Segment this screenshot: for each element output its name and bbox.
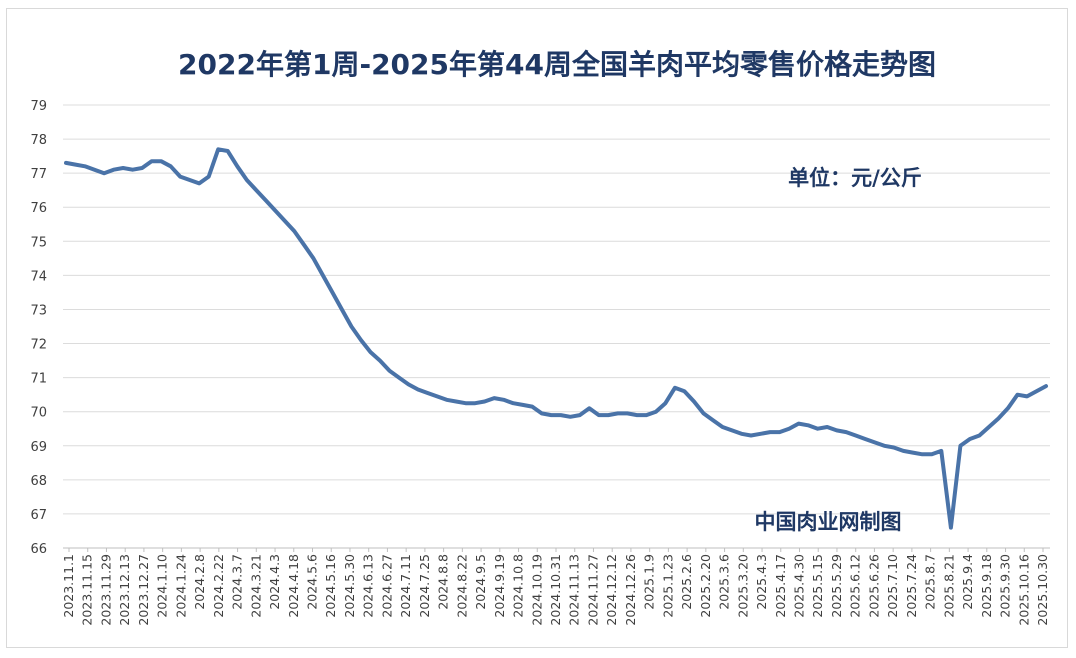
x-tick-label: 2025.3.20 bbox=[735, 554, 750, 618]
x-tick-label: 2025.1.23 bbox=[660, 554, 675, 618]
x-tick-label: 2025.1.9 bbox=[642, 554, 657, 610]
grid-lines bbox=[63, 104, 1050, 549]
x-tick-label: 2023.11.29 bbox=[98, 554, 113, 626]
x-tick-label: 2024.8.8 bbox=[436, 554, 451, 610]
chart-title: 2022年第1周-2025年第44周全国羊肉平均零售价格走势图 bbox=[178, 48, 936, 81]
x-tick-label: 2024.11.13 bbox=[567, 554, 582, 626]
x-tick-label: 2025.2.20 bbox=[698, 554, 713, 618]
x-tick-label: 2024.7.11 bbox=[398, 554, 413, 618]
y-tick-label: 74 bbox=[30, 269, 47, 284]
x-tick-label: 2025.10.30 bbox=[1035, 554, 1050, 626]
y-tick-label: 78 bbox=[30, 133, 47, 148]
x-tick-label: 2023.11.15 bbox=[80, 554, 95, 626]
x-tick-label: 2024.3.21 bbox=[248, 554, 263, 618]
x-tick-label: 2025.6.12 bbox=[848, 554, 863, 618]
x-tick-label: 2025.3.6 bbox=[717, 554, 732, 610]
x-tick-label: 2025.8.21 bbox=[941, 554, 956, 618]
x-tick-label: 2024.8.22 bbox=[454, 554, 469, 618]
watermark-label: 中国肉业网制图 bbox=[755, 510, 902, 534]
x-tick-label: 2024.9.19 bbox=[492, 554, 507, 618]
x-tick-label: 2025.6.26 bbox=[866, 554, 881, 618]
x-tick-label: 2025.4.30 bbox=[792, 554, 807, 618]
x-tick-label: 2024.12.26 bbox=[623, 554, 638, 626]
x-tick-label: 2024.4.18 bbox=[286, 554, 301, 618]
x-tick-label: 2024.11.27 bbox=[585, 554, 600, 626]
y-tick-label: 66 bbox=[30, 542, 47, 557]
x-tick-label: 2024.10.31 bbox=[548, 554, 563, 626]
x-tick-label: 2024.7.25 bbox=[417, 554, 432, 618]
y-tick-label: 68 bbox=[30, 474, 47, 489]
series-price-line bbox=[64, 147, 1048, 530]
y-tick-label: 73 bbox=[30, 303, 47, 318]
x-tick-label: 2025.4.3 bbox=[754, 554, 769, 610]
y-tick-label: 76 bbox=[30, 201, 47, 216]
y-tick-label: 72 bbox=[30, 338, 47, 353]
x-tick-label: 2024.12.12 bbox=[604, 554, 619, 626]
y-axis: 66 67 68 69 70 71 72 73 74 75 76 77 78 79 bbox=[30, 99, 47, 557]
y-tick-label: 67 bbox=[30, 508, 47, 523]
x-tick-label: 2024.6.27 bbox=[379, 554, 394, 618]
x-tick-label: 2024.2.8 bbox=[192, 554, 207, 610]
y-tick-label: 75 bbox=[30, 235, 47, 250]
unit-label: 单位：元/公斤 bbox=[788, 166, 922, 190]
x-tick-label: 2024.4.3 bbox=[267, 554, 282, 610]
x-tick-label: 2024.6.13 bbox=[361, 554, 376, 618]
y-tick-label: 77 bbox=[30, 167, 47, 182]
x-tick-label: 2025.4.17 bbox=[773, 554, 788, 618]
x-axis: 2023.11.1 2023.11.15 2023.11.29 2023.12.13 2… bbox=[61, 548, 1050, 626]
x-tick-label: 2024.1.24 bbox=[173, 554, 188, 618]
x-tick-label: 2024.10.19 bbox=[529, 554, 544, 626]
x-tick-label: 2025.9.30 bbox=[998, 554, 1013, 618]
x-tick-label: 2025.2.6 bbox=[679, 554, 694, 610]
x-tick-label: 2024.2.22 bbox=[211, 554, 226, 618]
x-tick-label: 2025.7.10 bbox=[885, 554, 900, 618]
x-tick-label: 2024.5.16 bbox=[323, 554, 338, 618]
x-tick-label: 2024.1.10 bbox=[155, 554, 170, 618]
x-tick-label: 2025.10.16 bbox=[1016, 554, 1031, 626]
x-tick-label: 2024.10.8 bbox=[511, 554, 526, 618]
x-tick-label: 2024.3.7 bbox=[230, 554, 245, 610]
x-tick-label: 2023.12.27 bbox=[136, 554, 151, 626]
y-tick-label: 69 bbox=[30, 440, 47, 455]
y-tick-label: 71 bbox=[30, 372, 47, 387]
y-tick-label: 70 bbox=[30, 406, 47, 421]
x-tick-label: 2023.12.13 bbox=[117, 554, 132, 626]
x-tick-label: 2024.9.5 bbox=[473, 554, 488, 610]
price-line bbox=[64, 147, 1048, 530]
x-tick-label: 2025.5.29 bbox=[829, 554, 844, 618]
y-tick-label: 79 bbox=[30, 99, 47, 114]
x-tick-label: 2025.9.4 bbox=[960, 554, 975, 610]
chart-frame bbox=[6, 8, 1068, 648]
x-tick-label: 2023.11.1 bbox=[61, 554, 76, 618]
x-tick-label: 2025.5.15 bbox=[810, 554, 825, 618]
x-tick-label: 2025.7.24 bbox=[904, 554, 919, 618]
x-tick-label: 2025.8.7 bbox=[923, 554, 938, 610]
x-tick-label: 2024.5.30 bbox=[342, 554, 357, 618]
x-tick-label: 2024.5.6 bbox=[305, 554, 320, 610]
x-tick-label: 2025.9.18 bbox=[979, 554, 994, 618]
